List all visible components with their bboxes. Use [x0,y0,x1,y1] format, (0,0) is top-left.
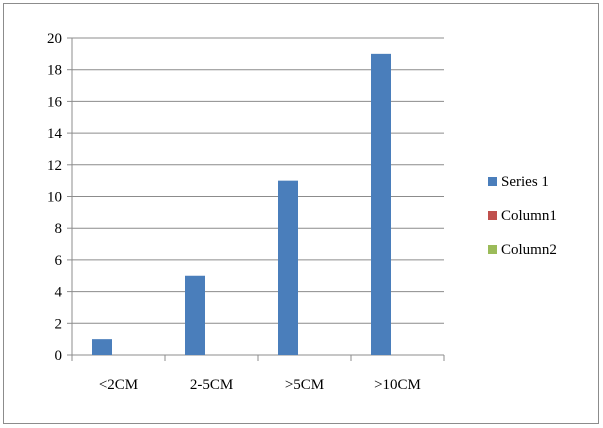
y-tick-label: 20 [47,31,62,47]
legend-label: Series 1 [501,174,549,190]
x-tick-label: >10CM [374,377,421,393]
legend-label: Column2 [501,242,557,258]
bar-series-1-1 [185,275,205,355]
x-tick-label: >5CM [285,377,324,393]
legend-swatch [488,211,497,220]
y-tick-label: 8 [55,221,63,237]
legend: Series 1 Column1 Column2 [488,174,557,258]
bar-series-1-3 [371,53,391,355]
y-tick-label: 6 [55,253,63,269]
legend-label: Column1 [501,208,557,224]
y-tick-label: 12 [47,158,62,174]
y-axis-ticks: 0 2 4 6 8 10 12 14 16 18 20 [47,31,63,364]
y-tick-label: 10 [47,190,62,206]
x-axis-ticks: <2CM 2-5CM >5CM >10CM [99,377,421,393]
y-tick-label: 2 [55,316,63,332]
y-tick-label: 4 [55,285,63,301]
y-tick-label: 16 [47,94,63,110]
y-tick-label: 0 [55,348,63,364]
legend-swatch [488,177,497,186]
bar-series-1-2 [278,180,298,355]
x-tick-label: <2CM [99,377,138,393]
bars [92,53,391,355]
x-tick-label: 2-5CM [190,377,233,393]
y-tick-label: 18 [47,63,62,79]
bar-series-1-0 [92,339,112,355]
legend-swatch [488,245,497,254]
y-tick-label: 14 [47,126,63,142]
